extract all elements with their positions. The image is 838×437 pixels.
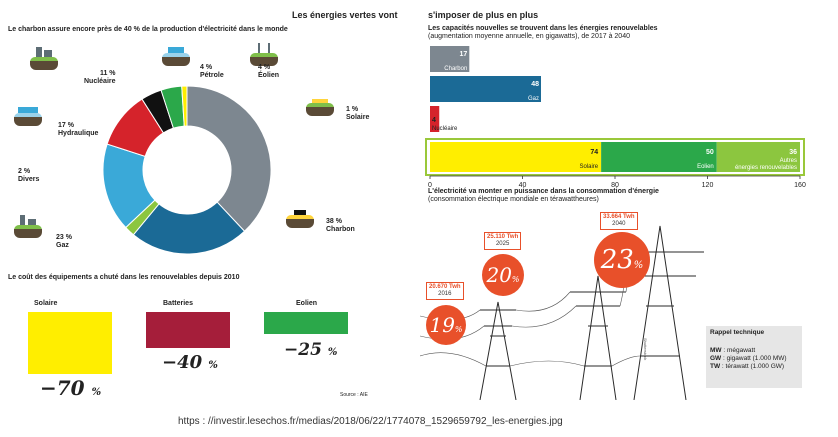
cap-value-charbon: 17 — [460, 51, 468, 58]
donut-chart — [102, 86, 272, 255]
cap-tick-label-3: 120 — [702, 182, 714, 189]
label-hydraulique: 17 % Hydraulique — [58, 122, 99, 137]
cap-label-nucléaire: Nucléaire — [432, 126, 458, 132]
cost-value-batteries: −40 % — [162, 352, 218, 373]
capacity-chart: 17 Charbon 48 Gaz 4 Nucléaire 74 Solaire 50 Eolie… — [425, 46, 806, 189]
cost-square-eolien — [264, 312, 348, 334]
cap-stack-value-2: 36 — [789, 149, 797, 156]
label-solaire: 1 % Solaire — [346, 106, 370, 121]
cap-value-nucléaire: 4 — [432, 117, 436, 124]
rappel-line-tw: TW : térawatt (1.000 GW) — [710, 363, 785, 370]
cap-value-gaz: 48 — [531, 81, 539, 88]
pct-circle-2040: 23% — [594, 232, 650, 288]
tag-2025: 25.110 Twh 2025 — [484, 232, 522, 250]
rappel-line-mw: MW : mégawatt — [710, 347, 756, 354]
cap-tick-label-0: 0 — [428, 182, 432, 189]
tag-2016: 20.670 Twh 2016 — [426, 282, 464, 300]
cap-stack-1 — [601, 142, 717, 172]
cost-label-eolien: Eolien — [296, 300, 318, 307]
label-divers: 2 % Divers — [18, 168, 40, 183]
cap-stack-0 — [430, 142, 602, 172]
rappel-line-gw: GW : gigawatt (1.000 MW) — [710, 355, 787, 362]
consumption-title: L'électricité va monter en puissance dan… — [428, 188, 659, 203]
label-nucleaire: 11 % Nucléaire — [84, 70, 116, 85]
cap-stack-value-0: 74 — [590, 149, 598, 156]
solar-icon — [306, 94, 334, 116]
cap-label-gaz: Gaz — [528, 96, 539, 102]
cap-renewables-frame — [425, 138, 805, 176]
donut-slice-solaire — [181, 86, 188, 127]
gas-icon — [14, 215, 42, 238]
label-gaz: 23 % Gaz — [56, 234, 72, 249]
label-charbon: 38 % Charbon — [326, 218, 355, 233]
hydro-icon — [14, 104, 42, 126]
cap-bar-charbon — [430, 46, 470, 72]
cost-square-batteries — [146, 312, 230, 348]
donut-slice-charbon — [186, 86, 272, 232]
title-right: s'imposer de plus en plus — [428, 10, 539, 20]
cap-tick-label-2: 80 — [611, 182, 619, 189]
label-petrole: 4 % Pétrole — [200, 64, 224, 79]
source: Source : AIE — [340, 392, 368, 398]
cost-label-batteries: Batteries — [163, 300, 193, 307]
cap-stack-2 — [716, 142, 800, 172]
photo-credit: Shutterstock — [643, 338, 648, 361]
coal-icon — [286, 206, 314, 228]
cap-label-charbon: Charbon — [444, 66, 467, 72]
pylons-illustration — [420, 225, 704, 400]
cost-value-eolien: −25 % — [284, 340, 338, 360]
oil-icon — [162, 44, 190, 66]
rappel-box: Rappel technique MW : mégawatt GW : giga… — [706, 326, 802, 388]
cap-stack-label-2-b: énergies renouvelables — [735, 165, 797, 171]
source-url[interactable]: https : //investir.lesechos.fr/medias/20… — [178, 416, 563, 427]
nuclear-icon — [30, 47, 58, 70]
cap-stack-label-1: Eolien — [697, 164, 714, 170]
cap-tick-label-4: 160 — [794, 182, 806, 189]
cost-value-solaire: −70 % — [40, 376, 102, 400]
wind-icon — [250, 43, 278, 66]
pct-circle-2025: 20% — [482, 254, 524, 296]
label-eolien: 4 % Éolien — [258, 64, 280, 79]
cap-tick-label-1: 40 — [519, 182, 527, 189]
title-left: Les énergies vertes vont — [292, 10, 398, 20]
cost-square-solaire — [28, 312, 112, 374]
cap-bar-nucléaire — [430, 106, 440, 132]
cap-stack-value-1: 50 — [706, 149, 714, 156]
cap-stack-label-2-a: Autres — [780, 158, 797, 164]
cap-bar-gaz — [430, 76, 541, 102]
rappel-title: Rappel technique — [710, 329, 765, 336]
costs-title: Le coût des équipements a chuté dans les… — [8, 274, 240, 281]
pct-circle-2016: 19% — [426, 305, 466, 345]
cost-label-solaire: Solaire — [34, 300, 58, 307]
cap-stack-label-0: Solaire — [579, 164, 598, 170]
tag-2040: 33.664 Twh 2040 — [600, 212, 638, 230]
capacity-title: Les capacités nouvelles se trouvent dans… — [428, 25, 658, 40]
donut-title: Le charbon assure encore près de 40 % de… — [8, 26, 288, 33]
